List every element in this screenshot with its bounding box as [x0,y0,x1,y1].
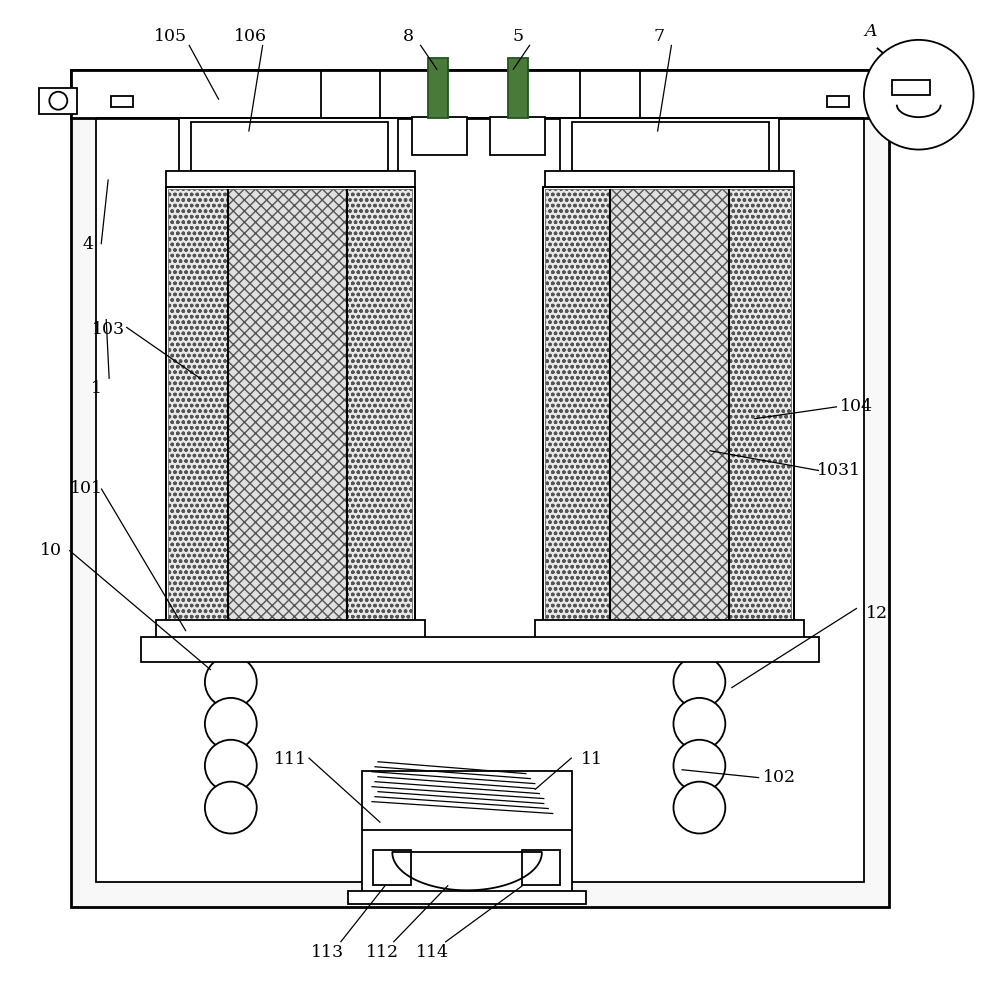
Bar [892,80,930,95]
Text: 12: 12 [866,604,888,622]
Bar [166,638,415,653]
Bar [572,122,769,171]
Bar [545,189,610,626]
Bar [883,88,921,114]
Circle shape [673,698,725,750]
Text: 113: 113 [311,943,344,961]
Bar [96,90,864,882]
Circle shape [893,92,911,110]
Bar [545,171,794,189]
Bar [490,117,545,155]
Circle shape [49,92,67,110]
Bar [362,771,572,895]
Bar [228,189,347,626]
Bar [71,70,889,118]
Bar [543,187,794,628]
Bar [543,187,794,628]
Bar [191,122,388,171]
Text: 101: 101 [70,480,103,498]
Circle shape [205,782,257,833]
Text: 5: 5 [512,28,524,46]
Text: 102: 102 [763,769,796,787]
Text: 8: 8 [403,28,414,46]
Text: 1031: 1031 [817,462,861,480]
Circle shape [673,782,725,833]
Circle shape [205,698,257,750]
Bar [508,58,528,118]
Bar [348,891,586,904]
Bar [111,96,133,107]
Circle shape [673,656,725,708]
Bar [166,187,415,628]
Text: 7: 7 [654,28,665,46]
Bar [71,70,889,907]
Text: 105: 105 [154,28,188,46]
Bar [166,187,415,628]
Circle shape [864,40,974,150]
Bar [39,88,77,114]
Bar [522,850,560,885]
Text: 103: 103 [92,320,125,338]
Bar [560,118,779,179]
Circle shape [205,740,257,792]
Bar [827,96,849,107]
Bar [428,58,448,118]
Bar [412,117,467,155]
Circle shape [673,740,725,792]
Bar [535,620,804,642]
Bar [168,189,228,626]
Bar [729,189,791,626]
Circle shape [205,656,257,708]
Bar [373,850,411,885]
Bar [545,638,794,653]
Text: 112: 112 [366,943,399,961]
Bar [347,189,412,626]
Bar [156,620,425,642]
Text: 104: 104 [840,398,873,416]
Text: 11: 11 [581,751,603,769]
Bar [610,189,729,626]
Bar [166,171,415,189]
Text: 114: 114 [416,943,449,961]
Text: 4: 4 [83,235,94,253]
Bar [179,118,398,179]
Text: A: A [865,23,877,41]
Text: 111: 111 [274,751,307,769]
Text: 106: 106 [234,28,267,46]
Text: 1: 1 [91,380,102,398]
Text: 10: 10 [40,541,62,559]
Bar [141,637,819,662]
